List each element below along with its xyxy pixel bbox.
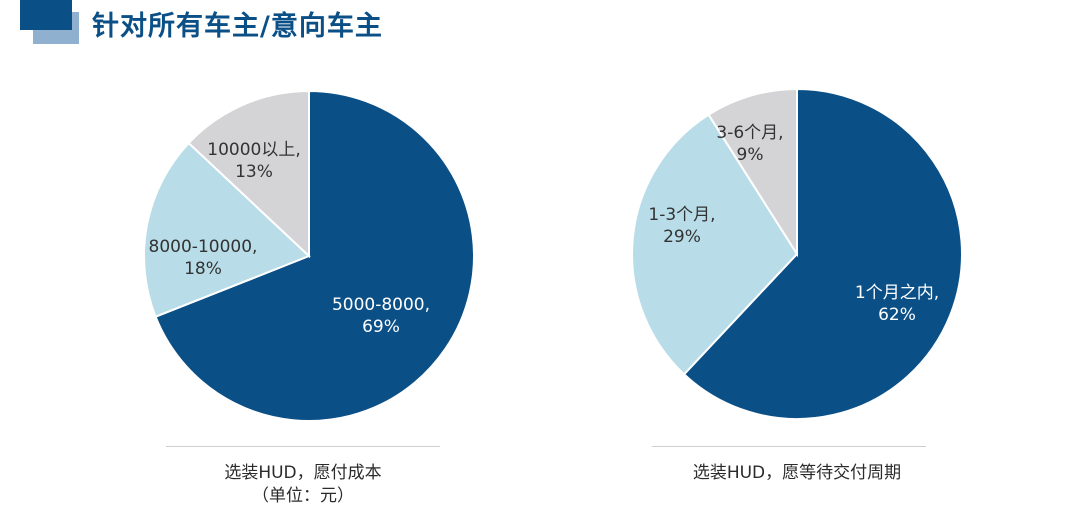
pie-slice: [682, 87, 963, 420]
slice-data-label: 1-3个月, 29%: [648, 205, 715, 247]
pie-slice: [143, 141, 311, 319]
pie-slice: [707, 87, 798, 258]
slice-data-label: 5000-8000, 69%: [332, 295, 430, 337]
slice-data-label: 1个月之内, 62%: [855, 283, 939, 325]
caption-line: 选装HUD，愿付成本: [224, 463, 382, 483]
chart-caption-left: 选装HUD，愿付成本 （单位：元）: [153, 462, 453, 508]
chart-caption-right: 选装HUD，愿等待交付周期: [647, 462, 947, 485]
title-logo-front: [20, 0, 72, 30]
slice-data-label: 10000以上, 13%: [207, 140, 300, 182]
pie-slice: [154, 89, 475, 422]
page-title: 针对所有车主/意向车主: [92, 11, 383, 42]
caption-line: （单位：元）: [252, 486, 354, 506]
slice-data-label: 8000-10000, 18%: [149, 237, 258, 279]
pie-slice: [631, 113, 799, 376]
pie-slice: [187, 89, 310, 259]
slice-data-label: 3-6个月, 9%: [716, 123, 783, 165]
caption-rule-left: [166, 446, 440, 447]
caption-rule-right: [652, 446, 926, 447]
caption-line: 选装HUD，愿等待交付周期: [692, 463, 902, 483]
